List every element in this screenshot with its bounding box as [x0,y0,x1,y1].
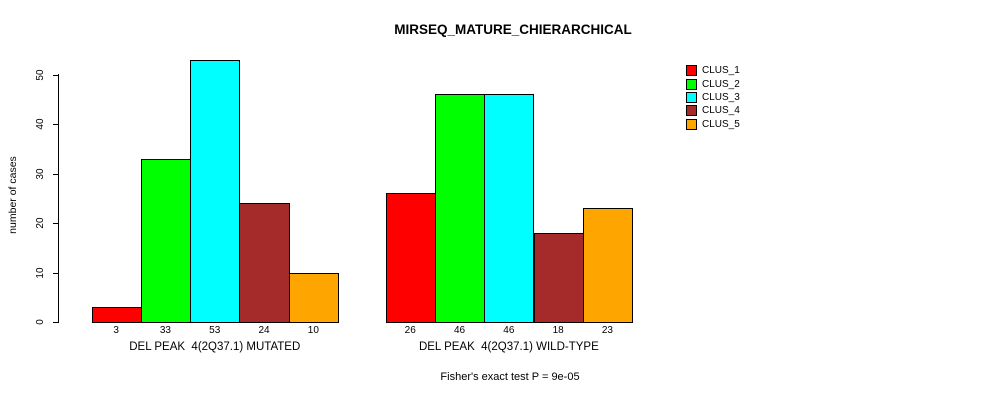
legend-label: CLUS_1 [702,65,740,77]
bar-value-label: 46 [453,325,466,336]
bar-value-label: 53 [209,325,221,336]
y-tick-mark [53,74,59,76]
bar-value-label: 33 [159,325,171,336]
bar-value-label: 26 [404,325,416,336]
bar-value-label: 23 [601,325,613,336]
bar-clus_3-group1 [190,59,241,323]
bar-value-label: 46 [503,325,515,336]
legend-color-swatch [686,65,697,77]
y-tick-label: 20 [35,217,46,229]
bar-clus_2-group2 [434,94,486,323]
bar-value-label: 24 [258,325,270,336]
legend-label: CLUS_2 [702,78,740,90]
y-tick-mark [53,173,59,175]
legend-label: CLUS_4 [702,105,740,117]
x-axis-group-label: DEL PEAK 4(2Q37.1) MUTATED [129,341,301,353]
y-tick-label: 10 [35,266,46,279]
y-tick-mark [53,272,59,274]
bar-clus_5-group1 [288,272,339,323]
legend-color-swatch [686,78,697,90]
y-tick-mark [53,124,59,125]
legend-color-swatch [686,105,697,117]
y-tick-mark [53,223,59,224]
bar-clus_3-group2 [484,94,535,323]
legend-color-swatch [686,118,697,130]
y-tick-label: 30 [35,167,46,180]
bar-clus_2-group1 [140,158,192,323]
bar-clus_1-group2 [385,193,436,323]
legend-item: CLUS_1 [686,64,740,77]
legend-label: CLUS_5 [702,118,740,130]
bar-value-label: 10 [307,325,319,336]
chart-title: MIRSEQ_MATURE_CHIERARCHICAL [394,22,632,37]
bar-clus_1-group1 [91,307,142,323]
y-axis-line [58,74,59,323]
y-axis-label: number of cases [7,156,19,234]
bar-value-label: 3 [113,325,119,336]
legend-item: CLUS_4 [686,104,740,117]
bar-clus_4-group2 [533,232,584,323]
legend-item: CLUS_2 [686,77,740,90]
bar-clus_4-group1 [239,203,290,323]
legend-item: CLUS_5 [686,118,740,131]
y-tick-label: 40 [35,118,46,130]
legend-label: CLUS_3 [702,91,740,103]
bar-value-label: 18 [552,325,564,336]
legend: CLUS_1 CLUS_2 CLUS_3 CLUS_4 CLUS_5 [686,64,740,131]
y-tick-label: 0 [35,319,46,325]
y-tick-mark [53,322,59,323]
bar-clus_5-group2 [582,208,634,323]
legend-color-swatch [686,91,697,103]
footnote-fisher-test: Fisher's exact test P = 9e-05 [440,371,580,383]
y-tick-label: 50 [35,68,46,81]
legend-item: CLUS_3 [686,91,740,104]
x-axis-group-label: DEL PEAK 4(2Q37.1) WILD-TYPE [418,341,599,353]
